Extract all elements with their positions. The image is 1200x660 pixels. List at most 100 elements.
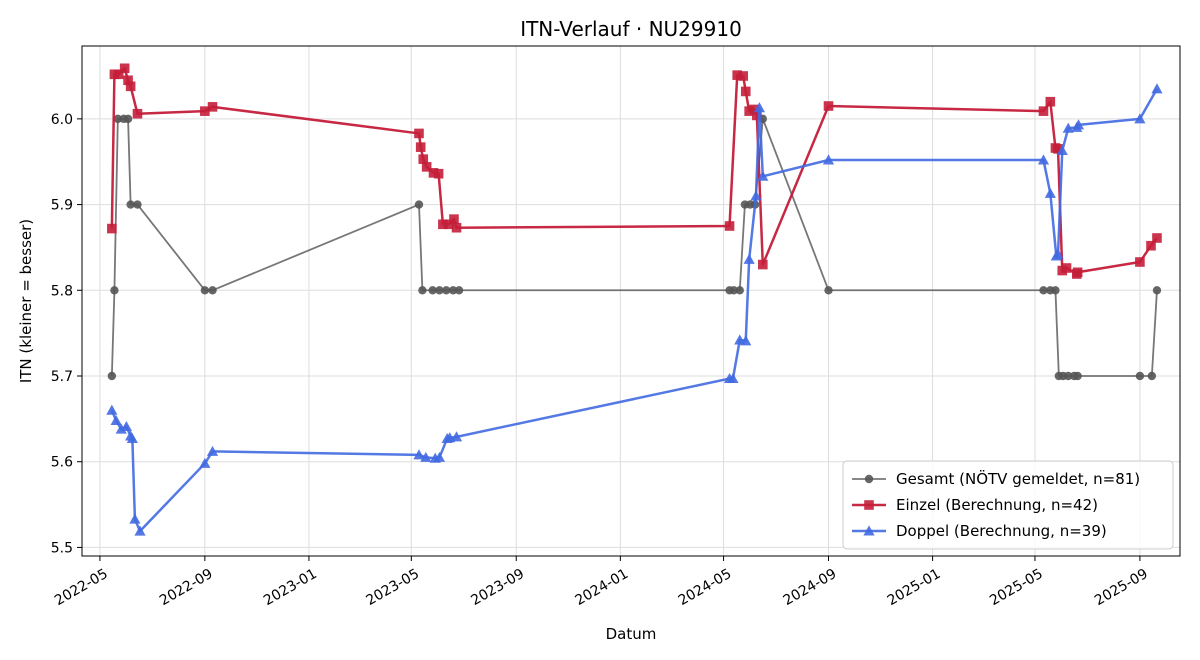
data-point xyxy=(132,108,143,119)
data-point xyxy=(413,449,425,460)
data-point xyxy=(1072,267,1083,278)
data-point xyxy=(757,170,769,181)
data-point xyxy=(1135,371,1145,381)
data-point xyxy=(1146,240,1156,251)
data-point xyxy=(1056,144,1068,156)
x-tick-label: 2024-01 xyxy=(572,566,631,609)
y-tick-label: 5.7 xyxy=(51,369,73,385)
series-group xyxy=(106,63,1163,536)
y-tick-label: 5.5 xyxy=(51,540,73,556)
data-point xyxy=(421,162,432,172)
legend-item: Einzel (Berechnung, n=42) xyxy=(852,496,1098,514)
data-point xyxy=(428,286,437,295)
data-point xyxy=(119,63,130,74)
data-point xyxy=(732,70,743,80)
data-point xyxy=(1072,119,1085,130)
data-point xyxy=(735,286,744,295)
legend-label: Einzel (Berechnung, n=42) xyxy=(896,496,1098,514)
data-point xyxy=(206,445,219,456)
data-point xyxy=(743,253,755,264)
data-point xyxy=(448,286,458,295)
data-point xyxy=(738,71,748,81)
data-point xyxy=(824,286,833,295)
data-point xyxy=(414,200,424,209)
data-point xyxy=(438,219,448,230)
data-point xyxy=(1135,257,1145,267)
data-point xyxy=(750,190,762,201)
data-point xyxy=(1152,286,1162,295)
data-point xyxy=(744,106,754,116)
data-point xyxy=(822,154,835,165)
chart-title: ITN-Verlauf · NU29910 xyxy=(520,17,742,41)
data-point xyxy=(442,286,451,295)
data-point xyxy=(1062,122,1074,133)
data-point xyxy=(107,371,117,381)
data-point xyxy=(420,451,432,462)
data-point xyxy=(752,110,762,121)
data-point xyxy=(1061,263,1072,273)
x-tick-label: 2022-09 xyxy=(157,566,216,609)
data-point xyxy=(1037,154,1050,165)
data-point xyxy=(727,372,739,384)
data-point xyxy=(444,219,454,230)
x-tick-label: 2023-09 xyxy=(468,566,527,609)
y-axis-label: ITN (kleiner = besser) xyxy=(17,219,35,383)
series-square xyxy=(107,63,1162,279)
data-point xyxy=(740,86,751,97)
data-point xyxy=(724,221,735,231)
data-point xyxy=(1073,371,1082,381)
data-point xyxy=(208,286,217,295)
series-line xyxy=(110,67,1158,276)
data-point xyxy=(753,102,765,113)
data-point xyxy=(1053,144,1063,154)
data-point xyxy=(418,286,427,295)
data-point xyxy=(823,101,834,111)
data-point xyxy=(1044,187,1056,198)
data-point xyxy=(126,432,138,444)
data-point xyxy=(120,420,132,432)
legend-item: Gesamt (NÖTV gemeldet, n=81) xyxy=(852,469,1140,488)
x-tick-label: 2025-01 xyxy=(885,566,944,609)
data-point xyxy=(415,142,426,152)
legend-item: Doppel (Berechnung, n=39) xyxy=(852,522,1107,540)
data-point xyxy=(758,259,768,270)
data-point xyxy=(1064,371,1073,381)
data-point xyxy=(1052,248,1064,259)
data-point xyxy=(749,104,760,115)
legend-marker xyxy=(864,500,874,510)
series-circle xyxy=(107,114,1162,381)
y-tick-label: 5.6 xyxy=(51,455,73,471)
data-point xyxy=(1151,83,1163,94)
data-point xyxy=(1038,106,1049,116)
y-tick-label: 6.0 xyxy=(51,112,73,128)
data-point xyxy=(1147,371,1157,381)
data-point xyxy=(123,75,133,86)
data-point xyxy=(123,114,133,124)
y-tick-label: 5.9 xyxy=(51,198,73,214)
data-point xyxy=(126,200,135,209)
data-point xyxy=(125,81,136,92)
data-point xyxy=(207,102,218,112)
legend-box xyxy=(842,460,1174,550)
data-point xyxy=(729,286,739,295)
data-point xyxy=(433,451,446,462)
data-point xyxy=(199,457,211,468)
data-point xyxy=(113,114,123,124)
data-point xyxy=(200,286,210,295)
data-point xyxy=(115,423,127,434)
x-axis-label: Datum xyxy=(606,625,657,643)
data-point xyxy=(433,168,444,179)
data-point xyxy=(134,525,146,536)
data-point xyxy=(107,223,117,234)
y-tick-label: 5.8 xyxy=(51,283,73,299)
plot-frame xyxy=(81,45,1181,557)
data-point xyxy=(740,335,752,346)
series-line xyxy=(110,117,1158,377)
data-point xyxy=(1039,286,1048,295)
data-point xyxy=(454,286,464,295)
data-point xyxy=(110,414,122,426)
data-point xyxy=(1152,233,1162,243)
data-point xyxy=(129,513,141,524)
x-tick-label: 2025-09 xyxy=(1092,566,1151,609)
data-point xyxy=(418,154,429,164)
